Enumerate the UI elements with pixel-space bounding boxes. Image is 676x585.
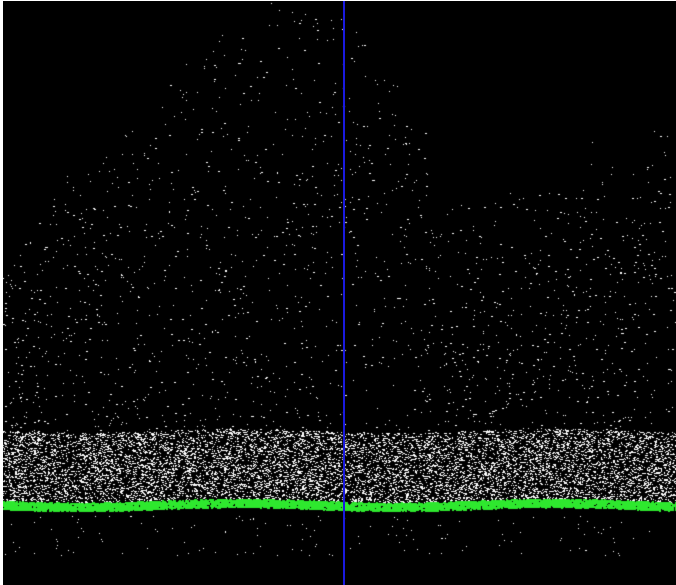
vertical-cursor-line[interactable] — [343, 1, 345, 585]
point-cloud-canvas[interactable] — [3, 1, 676, 585]
